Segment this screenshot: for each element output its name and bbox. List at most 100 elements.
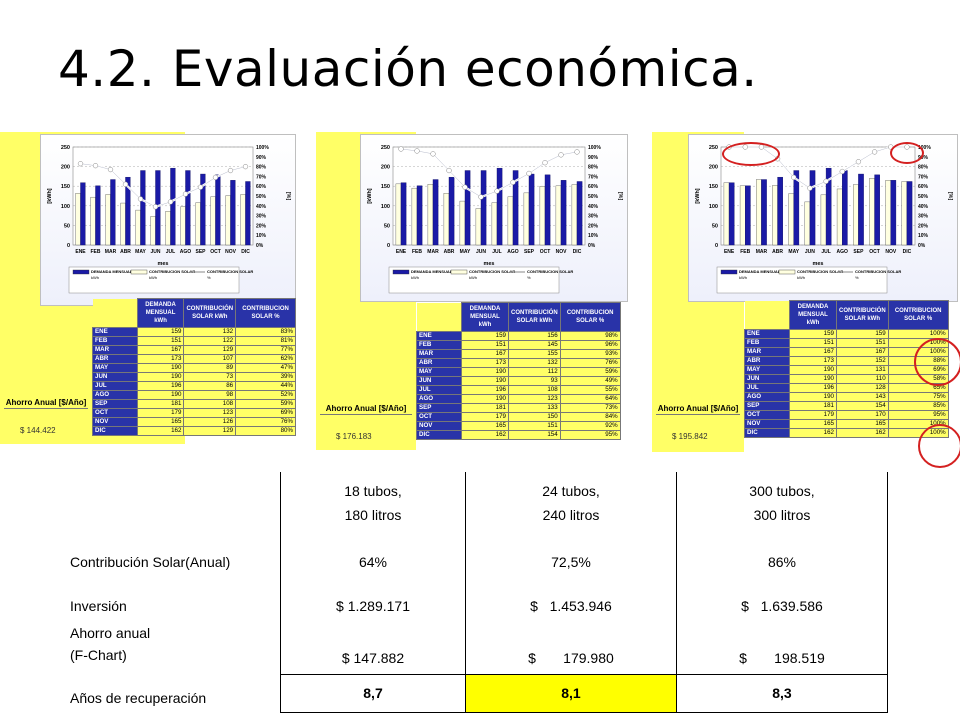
point-contribucion-pct-jun <box>807 185 813 191</box>
monthly-table: DEMANDA MENSUAL kWh CONTRIBUCIÓN SOLAR kW… <box>744 300 949 438</box>
bar-contribucion-ago <box>507 196 514 246</box>
table-cell: 145 <box>508 340 561 350</box>
bar-demanda-mar <box>432 179 439 246</box>
table-month: MAY <box>92 363 138 373</box>
table-row: MAY 190 89 47% <box>92 363 296 373</box>
table-cell: 155 <box>508 349 561 359</box>
table-cell: 181 <box>461 403 509 413</box>
table-cell: 165 <box>789 419 837 429</box>
bar-contribucion-dic <box>571 184 578 246</box>
table-cell: 62% <box>235 354 296 364</box>
table-row: FEB 151 122 81% <box>92 336 296 346</box>
ahorro-anual-label: Ahorro Anual [$/Año] <box>656 404 740 415</box>
point-contribucion-pct-jun <box>152 204 159 210</box>
bar-contribucion-mar <box>105 194 111 246</box>
table-header: CONTRIBUCION SOLAR % <box>235 298 296 328</box>
bar-demanda-jul <box>496 167 503 246</box>
red-highlight-circle <box>914 338 960 386</box>
table-month: MAR <box>92 345 138 355</box>
y2-tick-label: 0% <box>256 243 264 249</box>
point-contribucion-pct-oct <box>871 149 878 155</box>
table-cell: 93% <box>559 349 621 359</box>
table-row: OCT 179 170 95% <box>744 410 949 420</box>
y2-tick-label: 0% <box>918 243 926 249</box>
ahorro-anual-value: $ 176.183 <box>336 432 372 441</box>
y2-tick-label: 30% <box>256 214 267 220</box>
bar-demanda-feb <box>745 185 751 246</box>
table-cell: 190 <box>136 372 185 382</box>
bar-demanda-feb <box>95 185 101 246</box>
y2-tick-label: 10% <box>588 233 599 239</box>
table-month: ENE <box>416 331 462 341</box>
table-cell: 162 <box>461 430 509 440</box>
x-tick-label: JUL <box>166 249 175 255</box>
cell-inversion-24: $ 1.453.946 <box>465 578 677 622</box>
table-cell: 108 <box>508 385 561 395</box>
sheet-background-lower <box>0 298 92 444</box>
table-header: DEMANDA MENSUAL kWh <box>461 302 509 332</box>
legend-label: CONTRIBUCION SOLAR <box>797 269 843 274</box>
table-header: CONTRIBUCIÓN SOLAR kWh <box>836 300 889 330</box>
table-month: FEB <box>92 336 138 346</box>
table-month: MAR <box>744 347 790 357</box>
y-tick-label: 200 <box>61 165 70 171</box>
table-month: OCT <box>416 412 462 422</box>
table-cell: 181 <box>789 401 837 411</box>
table-cell: 98 <box>183 390 237 400</box>
bar-contribucion-dic <box>901 181 908 246</box>
red-highlight-circle <box>918 424 960 468</box>
table-cell: 154 <box>508 430 561 440</box>
bar-contribucion-jul <box>820 194 827 246</box>
bar-contribucion-sep <box>523 192 530 246</box>
legend <box>68 266 240 294</box>
table-cell: 108 <box>183 399 237 409</box>
x-tick-label: OCT <box>540 249 551 255</box>
y2-tick-label: 80% <box>588 165 599 171</box>
cell-recuperacion-18: 8,7 <box>280 673 466 713</box>
table-cell: 80% <box>235 426 296 436</box>
x-tick-label: DIC <box>573 249 582 255</box>
legend-label: DEMANDA MENSUAL <box>411 269 453 274</box>
x-tick-label: ENE <box>396 249 407 255</box>
x-tick-label: MAR <box>427 249 439 255</box>
ahorro-anual-label: Ahorro Anual [$/Año] <box>320 404 412 415</box>
x-tick-label: MAR <box>105 249 117 255</box>
bar-demanda-ago <box>185 170 191 246</box>
legend-unit: % <box>855 275 859 280</box>
table-month: FEB <box>744 338 790 348</box>
table-cell: 196 <box>789 383 837 393</box>
y-tick-label: 250 <box>381 145 390 151</box>
y2-tick-label: 70% <box>588 174 599 180</box>
bar-demanda-abr <box>125 176 131 246</box>
table-cell: 76% <box>559 358 621 368</box>
table-row: MAR 167 155 93% <box>416 349 621 359</box>
y-tick-label: 0 <box>715 243 718 249</box>
y2-tick-label: 50% <box>918 194 929 200</box>
x-tick-label: NOV <box>556 249 568 255</box>
table-cell: 167 <box>461 349 509 359</box>
bar-demanda-jun <box>480 170 487 246</box>
table-month: AGO <box>416 394 462 404</box>
cell-ahorro-18: $ 147.882 <box>280 622 466 674</box>
table-cell: 69% <box>235 408 296 418</box>
legend-label: DEMANDA MENSUAL <box>91 269 133 274</box>
bar-demanda-ene <box>728 182 735 246</box>
bar-contribucion-jun <box>475 208 482 246</box>
legend-label: CONTRIBUCION SOLAR <box>207 269 253 274</box>
y-tick-label: 150 <box>381 184 390 190</box>
table-cell: 159 <box>789 329 837 339</box>
table-cell: 151 <box>136 336 185 346</box>
table-cell: 165 <box>461 421 509 431</box>
y-tick-label: 50 <box>712 223 718 229</box>
table-month: JUL <box>744 383 790 393</box>
table-cell: 173 <box>461 358 509 368</box>
bar-contribucion-feb <box>90 196 96 246</box>
table-row: MAR 167 129 77% <box>92 345 296 355</box>
bar-demanda-dic <box>245 181 251 246</box>
table-cell: 83% <box>235 327 296 337</box>
summary-header-24: 24 tubos, 240 litros <box>465 472 677 534</box>
table-row: JUN 190 110 58% <box>744 374 949 384</box>
point-contribucion-pct-sep <box>197 184 204 190</box>
y2-tick-label: 90% <box>588 155 599 161</box>
y2-tick-label: 60% <box>256 184 267 190</box>
